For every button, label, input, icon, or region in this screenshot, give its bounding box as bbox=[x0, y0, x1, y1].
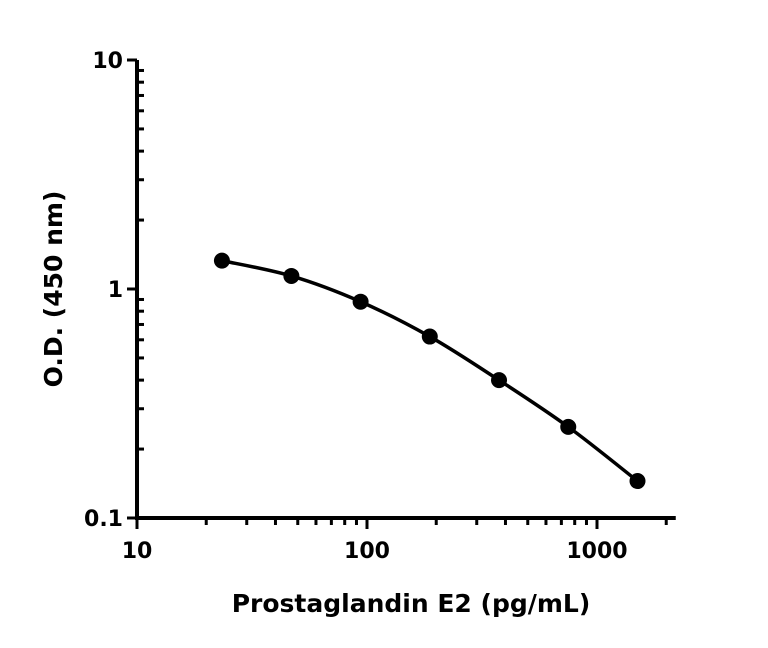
x-tick-label: 100 bbox=[344, 539, 390, 564]
data-point bbox=[283, 267, 300, 284]
y-axis-title: O.D. (450 nm) bbox=[39, 191, 68, 388]
x-tick-label: 10 bbox=[122, 539, 153, 564]
x-axis bbox=[135, 516, 676, 529]
data-point bbox=[421, 328, 438, 345]
x-tick-label: 1000 bbox=[566, 539, 627, 564]
data-point bbox=[629, 473, 646, 490]
data-point bbox=[491, 372, 508, 389]
data-point bbox=[213, 252, 230, 269]
y-tick-label: 1 bbox=[108, 278, 123, 303]
x-axis-title: Prostaglandin E2 (pg/mL) bbox=[232, 589, 591, 618]
data-points bbox=[213, 252, 646, 490]
fit-curve bbox=[220, 258, 640, 483]
y-tick-label: 0.1 bbox=[84, 507, 123, 532]
data-point bbox=[352, 293, 369, 310]
data-point bbox=[560, 418, 577, 435]
tick-labels: 0.1 1 10 10 100 1000 bbox=[84, 49, 628, 564]
y-axis bbox=[127, 58, 144, 520]
y-tick-label: 10 bbox=[92, 49, 123, 74]
